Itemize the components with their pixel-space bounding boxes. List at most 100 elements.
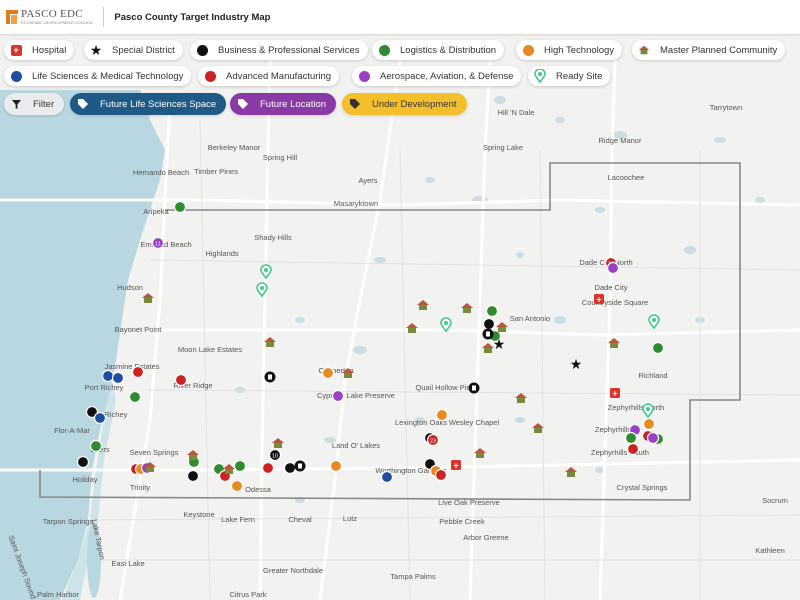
- industry-marker[interactable]: [89, 439, 103, 453]
- special-district-star-icon[interactable]: ★: [493, 336, 506, 352]
- dot-icon: [10, 70, 22, 82]
- industry-marker[interactable]: [230, 479, 244, 493]
- industry-marker[interactable]: [485, 304, 499, 318]
- master-planned-community-house-icon[interactable]: [406, 323, 418, 333]
- hospital-icon[interactable]: [451, 460, 461, 470]
- legend-special-district[interactable]: ★ Special District: [84, 40, 183, 60]
- industry-marker[interactable]: [151, 236, 165, 250]
- master-planned-community-house-icon[interactable]: [342, 368, 354, 378]
- place-label: Palm Harbor: [37, 590, 80, 599]
- master-planned-community-house-icon[interactable]: [264, 337, 276, 347]
- filter-future-life-sciences[interactable]: Future Life Sciences Space: [70, 93, 227, 115]
- special-district-star-icon[interactable]: ★: [570, 356, 583, 372]
- master-planned-community-house-icon[interactable]: [144, 462, 156, 472]
- industry-marker[interactable]: [646, 431, 660, 445]
- ready-site-pin-icon[interactable]: [648, 314, 660, 330]
- industry-marker[interactable]: [76, 455, 90, 469]
- legend-ready-site[interactable]: Ready Site: [528, 66, 611, 86]
- industry-marker[interactable]: [331, 389, 345, 403]
- legend-life-sciences[interactable]: Life Sciences & Medical Technology: [4, 66, 192, 86]
- ready-site-pin-icon[interactable]: [256, 282, 268, 298]
- master-planned-community-house-icon[interactable]: [461, 303, 473, 313]
- building-icon[interactable]: [468, 382, 480, 394]
- industry-marker[interactable]: [624, 431, 638, 445]
- legend-high-technology[interactable]: High Technology: [516, 40, 623, 60]
- lake-tarpon: [87, 522, 101, 598]
- industry-marker[interactable]: [128, 390, 142, 404]
- legend-aerospace-aviation-defense[interactable]: Aerospace, Aviation, & Defense: [352, 66, 522, 86]
- industry-marker[interactable]: [651, 341, 665, 355]
- industry-marker[interactable]: [434, 468, 448, 482]
- industry-marker[interactable]: [93, 411, 107, 425]
- building-icon[interactable]: [264, 371, 276, 383]
- filter-label: Future Location: [260, 98, 327, 110]
- master-planned-community-house-icon[interactable]: [474, 448, 486, 458]
- hospital-icon[interactable]: [594, 294, 604, 304]
- industry-marker[interactable]: [101, 369, 115, 383]
- legend-label: Ready Site: [556, 70, 603, 82]
- industry-marker[interactable]: [233, 459, 247, 473]
- place-label: Tampa Palms: [390, 572, 436, 581]
- master-planned-community-house-icon[interactable]: [565, 467, 577, 477]
- industry-marker[interactable]: [261, 461, 275, 475]
- industry-marker[interactable]: [482, 317, 496, 331]
- industry-marker[interactable]: [174, 373, 188, 387]
- legend-logistics-distribution[interactable]: Logistics & Distribution: [372, 40, 505, 60]
- county-boundary: [39, 162, 741, 501]
- filter-under-development[interactable]: Under Development: [342, 93, 467, 115]
- industry-marker[interactable]: [173, 200, 187, 214]
- filter-label: Filter: [33, 98, 55, 110]
- industry-marker[interactable]: [111, 371, 125, 385]
- ready-site-pin-icon[interactable]: [440, 317, 452, 333]
- industry-marker[interactable]: [435, 408, 449, 422]
- place-label: Bayonet Point: [115, 325, 163, 334]
- place-label: Hernando Beach: [133, 168, 189, 177]
- filter-button[interactable]: Filter: [4, 93, 65, 115]
- master-planned-community-house-icon[interactable]: [532, 423, 544, 433]
- master-planned-community-house-icon[interactable]: [482, 343, 494, 353]
- building-icon[interactable]: [482, 328, 494, 340]
- industry-marker[interactable]: [283, 461, 297, 475]
- place-label: San Antonio: [510, 314, 550, 323]
- master-planned-community-house-icon[interactable]: [272, 438, 284, 448]
- place-label: Hudson: [117, 283, 143, 292]
- legend-label: Logistics & Distribution: [400, 44, 497, 56]
- place-label: Zephyrhills: [595, 425, 632, 434]
- master-planned-community-house-icon[interactable]: [417, 300, 429, 310]
- industry-marker[interactable]: [380, 470, 394, 484]
- industry-marker[interactable]: [642, 417, 656, 431]
- master-planned-community-house-icon[interactable]: [608, 338, 620, 348]
- place-label: Shady Hills: [254, 233, 292, 242]
- industry-marker[interactable]: [426, 433, 440, 447]
- hospital-icon[interactable]: [610, 388, 620, 398]
- industry-marker[interactable]: [329, 459, 343, 473]
- industry-marker[interactable]: [268, 448, 282, 462]
- industry-marker[interactable]: [626, 442, 640, 456]
- master-planned-community-house-icon[interactable]: [496, 322, 508, 332]
- master-planned-community-house-icon[interactable]: [187, 450, 199, 460]
- filter-future-location[interactable]: Future Location: [230, 93, 337, 115]
- legend-advanced-manufacturing[interactable]: Advanced Manufacturing: [198, 66, 340, 86]
- industry-marker[interactable]: [321, 366, 335, 380]
- filter-label: Under Development: [372, 98, 457, 110]
- ready-site-pin-icon[interactable]: [260, 264, 272, 280]
- pasco-edc-logo[interactable]: PASCO EDC ECONOMIC DEVELOPMENT COUNCIL: [6, 9, 93, 25]
- industry-marker[interactable]: [85, 405, 99, 419]
- legend-hospital[interactable]: + Hospital: [4, 40, 75, 60]
- industry-marker[interactable]: [131, 365, 145, 379]
- place-label: Worthington Gardens: [375, 466, 446, 475]
- master-planned-community-house-icon[interactable]: [223, 464, 235, 474]
- place-label: Arbor Greene: [463, 533, 508, 542]
- place-label: Flor-A-Mar: [54, 426, 90, 435]
- industry-marker[interactable]: [186, 469, 200, 483]
- industry-marker[interactable]: [606, 261, 620, 275]
- master-planned-community-house-icon[interactable]: [515, 393, 527, 403]
- legend-business-professional-services[interactable]: Business & Professional Services: [190, 40, 368, 60]
- marker-number: 11: [155, 241, 161, 247]
- place-label: Cypress Lake Preserve: [317, 391, 395, 400]
- ready-site-pin-icon[interactable]: [642, 403, 654, 419]
- master-planned-community-house-icon[interactable]: [142, 293, 154, 303]
- building-icon[interactable]: [294, 460, 306, 472]
- legend-master-planned-community[interactable]: Master Planned Community: [632, 40, 786, 60]
